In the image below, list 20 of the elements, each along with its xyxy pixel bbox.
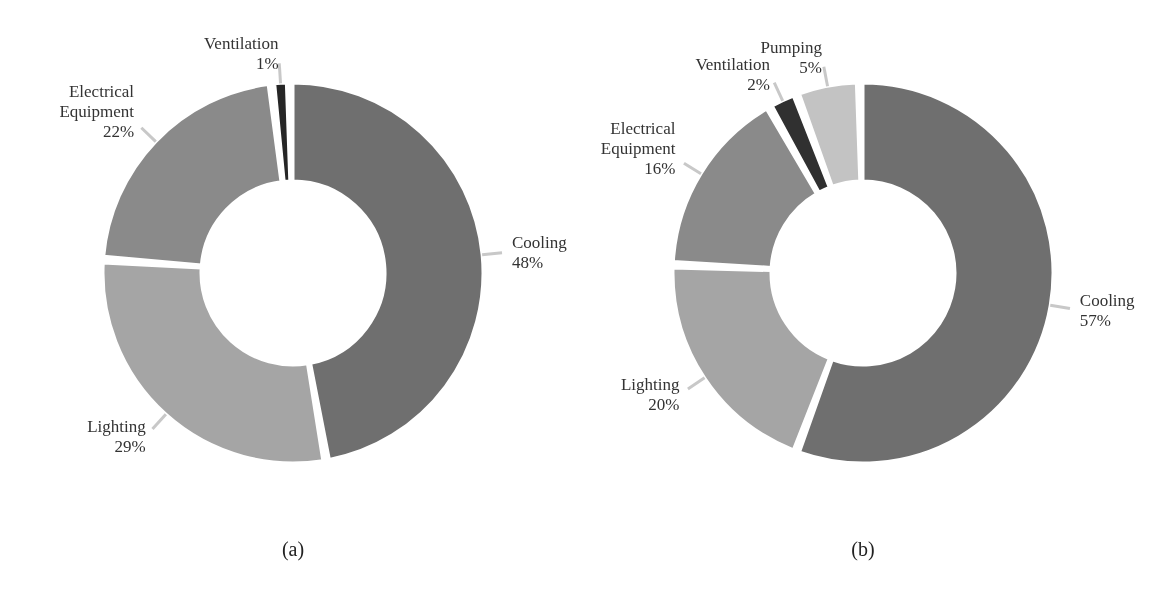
slice-label: Lighting (620, 375, 681, 395)
slice-label: Ventilation (695, 54, 771, 74)
slice-label: Lighting (87, 417, 147, 437)
data-label: 16% (644, 159, 676, 179)
data-label: 5% (799, 57, 822, 77)
data-label: 1% (255, 54, 279, 74)
slice-label: Cooling (1079, 291, 1136, 311)
text: (a) (280, 538, 306, 561)
slice-label: Electrical Equipment (59, 81, 135, 121)
data-label: 2% (747, 74, 771, 94)
slice-label: Cooling (511, 232, 568, 252)
slice-label: Ventilation (203, 34, 280, 54)
data-label: 29% (114, 437, 146, 457)
data-label: 57% (1079, 311, 1111, 331)
text: (b) (850, 538, 876, 561)
data-label: 20% (648, 395, 680, 415)
slice-label: Pumping (760, 37, 823, 57)
data-label: 22% (102, 121, 135, 141)
slice-label: Electrical Equipment (600, 119, 676, 159)
data-label: 48% (511, 252, 544, 272)
